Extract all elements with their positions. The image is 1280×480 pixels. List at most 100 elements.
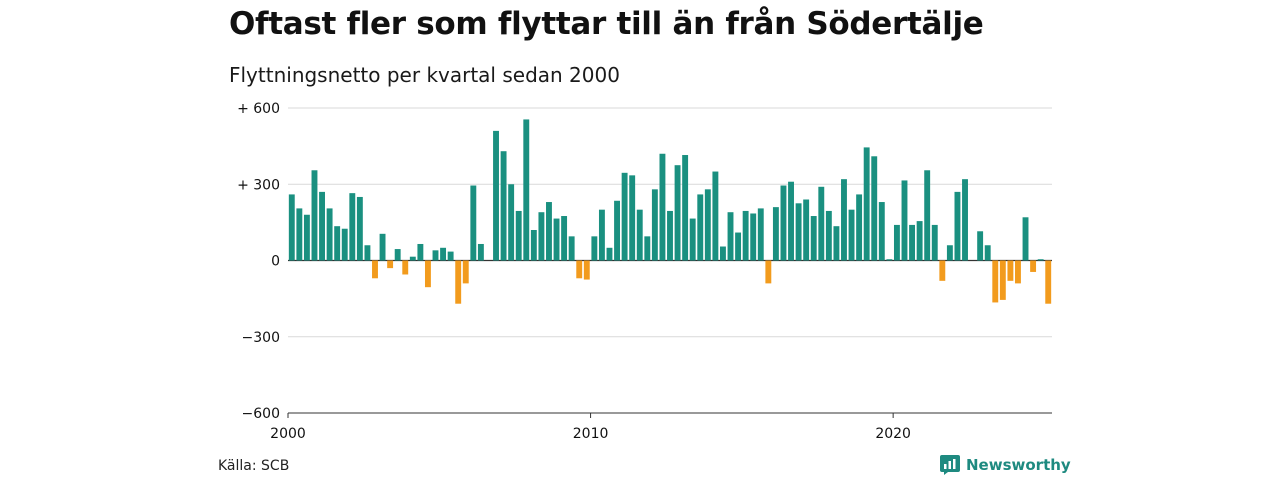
y-tick-label: + 300 xyxy=(237,177,280,193)
bar xyxy=(606,247,613,261)
bar xyxy=(1015,260,1021,284)
bar xyxy=(546,202,552,261)
bar xyxy=(893,224,900,261)
bar xyxy=(379,233,386,261)
bar xyxy=(856,194,863,261)
bar xyxy=(614,200,620,261)
bar xyxy=(720,246,726,261)
bar xyxy=(432,250,439,261)
y-axis-labels: + 600 + 300 0 −300 −600 xyxy=(237,101,280,422)
bar xyxy=(462,260,469,284)
bar xyxy=(508,184,515,261)
x-tick-label: 2020 xyxy=(875,426,911,442)
bar xyxy=(863,147,870,261)
bar xyxy=(999,260,1006,300)
bar xyxy=(841,179,847,261)
bar xyxy=(530,230,537,261)
chart-title: Oftast fler som flyttar till än från Söd… xyxy=(229,6,984,42)
bar xyxy=(742,210,749,261)
bar xyxy=(833,226,840,261)
bar xyxy=(848,209,855,261)
bar xyxy=(341,228,348,261)
bar xyxy=(697,194,704,261)
bar xyxy=(417,243,424,261)
bar xyxy=(818,186,825,261)
bar xyxy=(954,191,961,261)
y-tick-label: 0 xyxy=(271,254,280,270)
x-axis: 2000 2010 2020 xyxy=(270,412,1052,442)
bar xyxy=(886,259,893,261)
bar xyxy=(409,256,416,261)
bar xyxy=(447,251,454,261)
bar xyxy=(682,155,689,261)
bar xyxy=(500,151,507,261)
bar xyxy=(288,194,295,261)
bar xyxy=(871,156,878,261)
bar xyxy=(515,210,522,261)
bar xyxy=(326,208,333,261)
bar xyxy=(591,236,598,261)
bar xyxy=(598,209,605,261)
bar xyxy=(364,245,371,261)
bar xyxy=(636,209,643,261)
bar xyxy=(765,260,772,284)
bar xyxy=(916,221,923,261)
bar xyxy=(621,172,628,261)
bar xyxy=(493,130,499,261)
bar xyxy=(962,179,968,261)
bar xyxy=(303,214,310,261)
bar xyxy=(803,199,810,261)
bar xyxy=(667,210,673,261)
bar xyxy=(750,213,757,261)
bar xyxy=(523,119,530,261)
bar xyxy=(651,189,658,261)
bar xyxy=(674,165,681,261)
bar xyxy=(1022,217,1029,261)
bar xyxy=(394,249,401,261)
bar xyxy=(939,260,946,281)
bar xyxy=(946,245,953,261)
bar xyxy=(296,208,303,261)
bar xyxy=(334,226,341,261)
bar xyxy=(795,203,802,261)
bar xyxy=(477,243,484,261)
bar xyxy=(931,224,938,261)
bar xyxy=(901,180,908,261)
bar xyxy=(757,208,764,261)
y-tick-label: + 600 xyxy=(237,101,280,117)
bar xyxy=(349,193,356,261)
bar xyxy=(311,170,318,261)
source-note: Källa: SCB xyxy=(218,458,290,474)
bar xyxy=(1045,260,1052,304)
bars xyxy=(288,119,1052,304)
bar xyxy=(810,216,817,261)
brand-logo[interactable]: Newsworthy xyxy=(940,455,1071,475)
bar xyxy=(984,245,991,261)
bar xyxy=(538,212,545,261)
bar xyxy=(440,247,447,261)
newsworthy-logo-icon xyxy=(940,455,960,475)
bar xyxy=(924,170,931,261)
bar xyxy=(455,260,462,304)
bar xyxy=(1007,260,1014,281)
bar xyxy=(689,218,696,261)
bar xyxy=(583,260,590,280)
bar xyxy=(909,224,916,261)
bar xyxy=(992,260,999,303)
y-tick-label: −600 xyxy=(242,406,280,422)
bar xyxy=(780,185,787,261)
bar xyxy=(387,260,394,269)
bar xyxy=(977,231,984,261)
bar xyxy=(372,260,378,279)
bar xyxy=(553,218,560,261)
chart-subtitle: Flyttningsnetto per kvartal sedan 2000 xyxy=(229,63,620,87)
bar xyxy=(727,212,734,261)
bar xyxy=(825,210,832,261)
bar xyxy=(561,216,568,261)
brand-name: Newsworthy xyxy=(966,456,1071,474)
bar xyxy=(629,175,636,261)
bar xyxy=(704,189,711,261)
bar xyxy=(878,202,885,261)
bar xyxy=(735,232,742,261)
bar xyxy=(772,207,779,261)
